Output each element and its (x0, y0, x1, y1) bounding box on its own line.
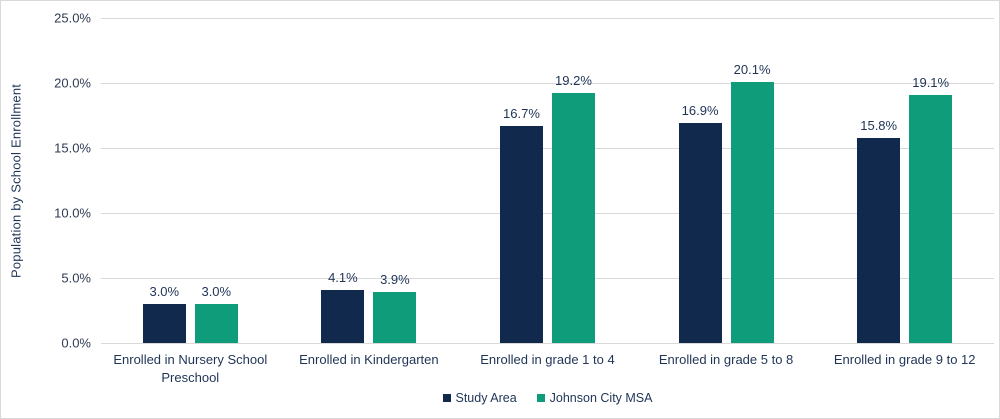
x-category-label: Enrolled in Kindergarten (299, 352, 439, 367)
bar-with-label: 15.8% (857, 18, 901, 343)
bar-study-area (142, 304, 186, 343)
y-tick-label: 20.0% (54, 75, 91, 91)
y-tick-label: 5.0% (61, 270, 91, 286)
legend-label: Johnson City MSA (549, 391, 653, 405)
y-tick-label: 10.0% (54, 205, 91, 221)
bar-value-label: 3.0% (201, 284, 232, 299)
bar-value-label: 4.1% (328, 269, 358, 285)
bar-study-area (321, 289, 365, 343)
bar-group: 4.1% 3.9% (321, 18, 417, 343)
gridline (101, 18, 994, 19)
bar-study-area (678, 123, 722, 343)
bar-study-area (857, 137, 901, 343)
legend-label: Study Area (455, 391, 517, 405)
bar-value-label: 19.2% (555, 73, 592, 89)
x-category-label: Enrolled in grade 9 to 12 (833, 352, 976, 367)
legend-swatch-icon (536, 394, 545, 402)
bar-group: 16.7% 19.2% (499, 18, 595, 343)
gridline (101, 213, 994, 214)
bar-value-label: 20.1% (733, 61, 771, 77)
x-category-label: Enrolled in grade 1 to 4 (480, 352, 615, 367)
bar-value-label: 3.9% (380, 272, 410, 288)
bar-johnson-city-msa (194, 304, 238, 343)
bar-with-label: 20.1% (730, 18, 774, 343)
gridline (101, 83, 994, 84)
bar-with-label: 3.9% (373, 18, 417, 343)
x-category-label: Enrolled in Nursery School Preschool (113, 352, 268, 386)
bar-johnson-city-msa (551, 93, 595, 343)
bar-value-label: 16.7% (503, 105, 540, 121)
bar-value-label: 15.8% (860, 117, 898, 133)
bar-with-label: 16.7% (499, 18, 543, 343)
y-tick-label: 15.0% (54, 140, 91, 156)
y-tick-label: 25.0% (54, 10, 91, 26)
bar-study-area (499, 125, 543, 343)
x-axis-category-labels: Enrolled in Nursery School Preschool Enro… (101, 351, 994, 387)
legend: Study Area Johnson City MSA (101, 391, 994, 405)
bar-groups: 3.0% 3.0% 4.1% 3.9% 16.7% 19.2% 16.9% 20.1% 15.8… (101, 18, 994, 343)
bar-group: 15.8% 19.1% (857, 18, 953, 343)
bar-with-label: 3.0% (142, 18, 186, 343)
bar-with-label: 3.0% (194, 18, 238, 343)
legend-swatch-icon (442, 394, 451, 402)
bar-with-label: 16.9% (678, 18, 722, 343)
bar-value-label: 19.1% (912, 74, 950, 90)
bar-johnson-city-msa (730, 81, 774, 343)
x-category-label: Enrolled in grade 5 to 8 (658, 352, 794, 367)
gridline (101, 278, 994, 279)
legend-item: Study Area (442, 391, 517, 405)
gridline (101, 148, 994, 149)
y-tick-label: 0.0% (61, 335, 91, 351)
bar-with-label: 19.2% (551, 18, 595, 343)
bar-with-label: 4.1% (321, 18, 365, 343)
bar-value-label: 16.9% (681, 103, 719, 119)
legend-item: Johnson City MSA (536, 391, 653, 405)
bar-johnson-city-msa (373, 292, 417, 343)
plot-area: 3.0% 3.0% 4.1% 3.9% 16.7% 19.2% 16.9% 20.1% 15.8… (101, 18, 994, 344)
bar-value-label: 3.0% (149, 284, 180, 299)
y-axis-title: Population by School Enrollment (8, 83, 24, 278)
bar-group: 16.9% 20.1% (678, 18, 774, 343)
bar-with-label: 19.1% (909, 18, 953, 343)
bar-johnson-city-msa (909, 94, 953, 343)
gridline (101, 343, 994, 344)
bar-group: 3.0% 3.0% (142, 18, 238, 343)
